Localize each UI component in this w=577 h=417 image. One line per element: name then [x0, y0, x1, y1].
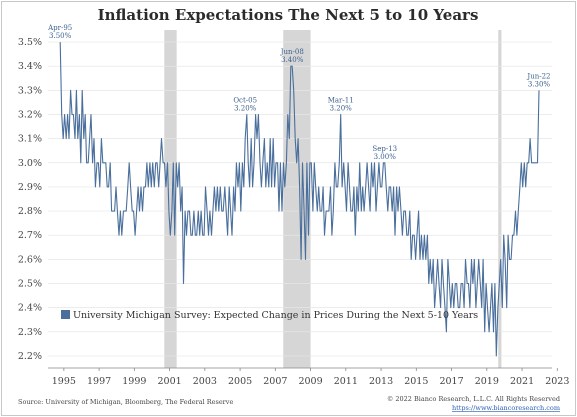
x-tick-label: 2007 — [263, 376, 287, 387]
annotation-value: 3.30% — [528, 80, 551, 88]
x-tick-label: 2019 — [475, 376, 499, 387]
x-tick-label: 1999 — [122, 376, 146, 387]
x-axis-ticks: 1995 1997 1999 2001 2003 2005 2007 2009 2011 2013… — [52, 368, 569, 387]
y-tick-label: 2.6% — [18, 254, 42, 265]
x-tick-label: 2011 — [334, 376, 358, 387]
legend-swatch — [61, 310, 70, 319]
annotation-value: 3.00% — [374, 153, 397, 161]
x-tick-label: 2023 — [545, 376, 569, 387]
annotation-value: 3.40% — [281, 56, 304, 64]
x-tick-label: 2017 — [439, 376, 463, 387]
y-tick-label: 3.0% — [18, 158, 42, 169]
y-tick-label: 3.4% — [18, 61, 42, 72]
annotation-date: Oct-05 — [233, 97, 257, 105]
x-tick-label: 1997 — [87, 376, 111, 387]
y-tick-label: 3.3% — [18, 85, 42, 96]
x-tick-label: 2009 — [298, 376, 322, 387]
source-note: Source: University of Michigan, Bloomber… — [18, 398, 233, 406]
y-tick-label: 3.1% — [18, 134, 42, 145]
x-tick-label: 2003 — [193, 376, 217, 387]
y-tick-label: 2.5% — [18, 279, 42, 290]
copyright-note: © 2022 Bianco Research, L.L.C. All Right… — [387, 395, 560, 403]
annotation-date: Jun-22 — [526, 72, 550, 80]
y-tick-label: 2.7% — [18, 230, 42, 241]
y-tick-label: 2.8% — [18, 206, 42, 217]
y-tick-label: 2.3% — [18, 327, 42, 338]
y-tick-label: 2.4% — [18, 303, 42, 314]
legend-label: University Michigan Survey: Expected Cha… — [73, 310, 478, 321]
annotation-date: Jun-08 — [280, 48, 304, 56]
x-tick-label: 2001 — [158, 376, 182, 387]
x-tick-label: 2021 — [510, 376, 534, 387]
x-tick-label: 2015 — [404, 376, 428, 387]
x-tick-label: 2005 — [228, 376, 252, 387]
legend: University Michigan Survey: Expected Cha… — [61, 310, 478, 321]
annotation-value: 3.20% — [330, 105, 353, 113]
annotation-value: 3.50% — [49, 32, 72, 40]
annotation-date: Sep-13 — [372, 145, 397, 153]
recession-band-2 — [498, 30, 502, 368]
annotation-date: Mar-11 — [328, 97, 354, 105]
gridlines — [48, 41, 552, 357]
chart-title: Inflation Expectations The Next 5 to 10 … — [98, 6, 479, 24]
website-link[interactable]: https://www.biancoresearch.com — [452, 404, 560, 412]
y-tick-label: 3.2% — [18, 110, 42, 121]
annotation-date: Apr-95 — [47, 24, 72, 32]
y-axis-ticks: 2.2% 2.3% 2.4% 2.5% 2.6% 2.7% 2.8% 2.9% 3.0% 3.1%… — [18, 37, 42, 362]
series-line — [59, 42, 540, 357]
y-tick-label: 2.9% — [18, 182, 42, 193]
x-tick-label: 1995 — [52, 376, 76, 387]
y-tick-label: 2.2% — [18, 351, 42, 362]
y-tick-label: 3.5% — [18, 37, 42, 48]
annotations: Apr-953.50%Oct-053.20%Jun-083.40%Mar-113… — [47, 24, 550, 161]
annotation-value: 3.20% — [234, 105, 257, 113]
x-tick-label: 2013 — [369, 376, 393, 387]
